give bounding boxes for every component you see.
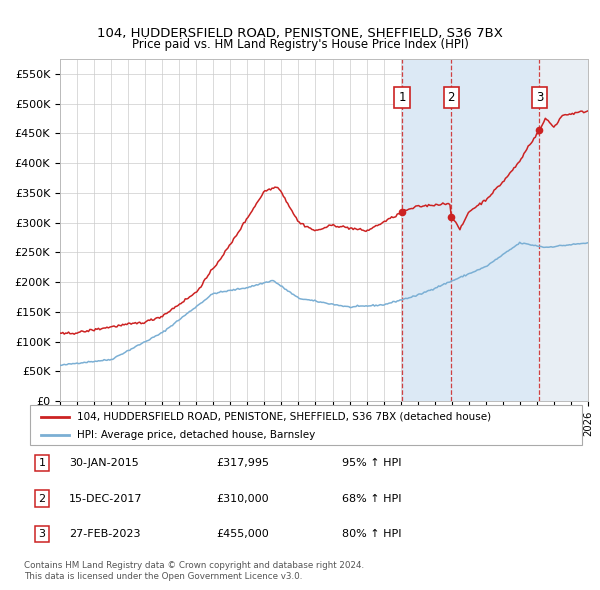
Text: 1: 1	[38, 458, 46, 468]
Text: HPI: Average price, detached house, Barnsley: HPI: Average price, detached house, Barn…	[77, 431, 315, 440]
Text: 3: 3	[536, 91, 543, 104]
Text: 68% ↑ HPI: 68% ↑ HPI	[342, 494, 401, 503]
Text: This data is licensed under the Open Government Licence v3.0.: This data is licensed under the Open Gov…	[24, 572, 302, 581]
Bar	[539, 59, 588, 401]
Text: 104, HUDDERSFIELD ROAD, PENISTONE, SHEFFIELD, S36 7BX: 104, HUDDERSFIELD ROAD, PENISTONE, SHEFF…	[97, 27, 503, 40]
Text: 2: 2	[448, 91, 455, 104]
Text: 27-FEB-2023: 27-FEB-2023	[69, 529, 140, 539]
Bar	[451, 59, 539, 401]
Text: 15-DEC-2017: 15-DEC-2017	[69, 494, 143, 503]
Text: Contains HM Land Registry data © Crown copyright and database right 2024.: Contains HM Land Registry data © Crown c…	[24, 560, 364, 569]
Text: 2: 2	[38, 494, 46, 503]
Text: 30-JAN-2015: 30-JAN-2015	[69, 458, 139, 468]
Text: 3: 3	[38, 529, 46, 539]
Text: £310,000: £310,000	[216, 494, 269, 503]
Text: £317,995: £317,995	[216, 458, 269, 468]
Text: Price paid vs. HM Land Registry's House Price Index (HPI): Price paid vs. HM Land Registry's House …	[131, 38, 469, 51]
Text: 95% ↑ HPI: 95% ↑ HPI	[342, 458, 401, 468]
Text: 104, HUDDERSFIELD ROAD, PENISTONE, SHEFFIELD, S36 7BX (detached house): 104, HUDDERSFIELD ROAD, PENISTONE, SHEFF…	[77, 412, 491, 422]
Text: £455,000: £455,000	[216, 529, 269, 539]
FancyBboxPatch shape	[30, 405, 582, 445]
Text: 1: 1	[398, 91, 406, 104]
Bar	[402, 59, 451, 401]
Text: 80% ↑ HPI: 80% ↑ HPI	[342, 529, 401, 539]
